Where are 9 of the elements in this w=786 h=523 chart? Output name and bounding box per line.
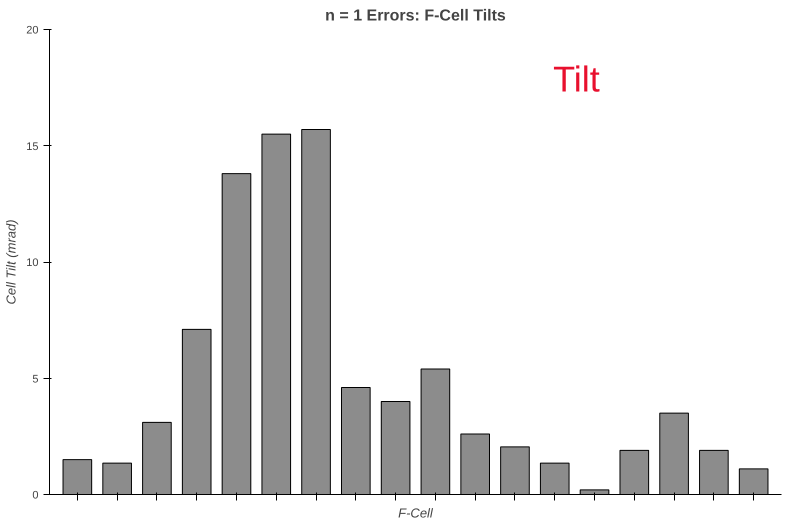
x-axis-title: F-Cell (398, 506, 434, 520)
y-tick-label: 20 (26, 24, 39, 36)
y-tick-label: 15 (26, 140, 39, 153)
y-axis-title: Cell Tilt (mrad) (3, 219, 18, 305)
y-tick-label: 0 (32, 490, 39, 502)
y-tick-label: 10 (26, 257, 39, 269)
chart-title: n = 1 Errors: F-Cell Tilts (325, 8, 506, 24)
y-tick-label: 5 (32, 373, 39, 386)
annotation: Tilt (553, 58, 600, 100)
